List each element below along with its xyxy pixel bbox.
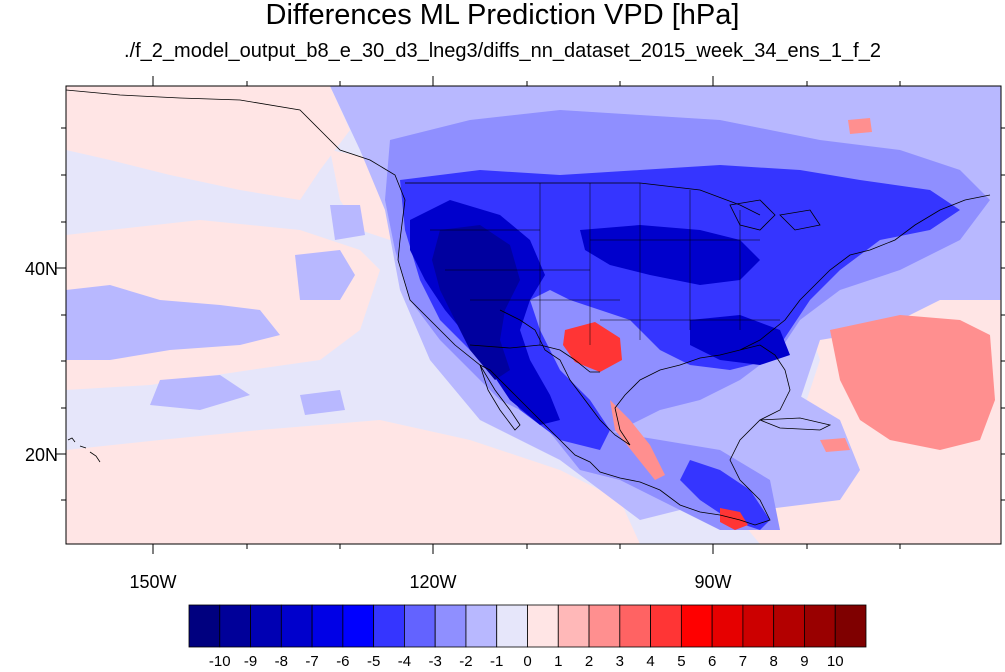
colorbar-swatch [742,604,775,648]
colorbar-label: 0 [523,653,531,670]
red-gulf-caribbean [720,508,748,530]
colorbar-label: 1 [554,653,562,670]
red-texas [563,322,622,372]
colorbar-label: -8 [275,653,288,670]
lightblue-pacific-patch2 [330,205,365,240]
colorbar-swatch [557,604,590,648]
map-field [66,86,1001,544]
colorbar-swatch [250,604,282,648]
colorbar-label: -9 [244,653,257,670]
lightblue-atlantic-far [920,240,1001,300]
lon-label-90w: 90W [694,572,731,592]
lightblue-pacific-patch3 [150,375,250,410]
coastlines-and-borders [66,89,991,526]
great-lakes [729,199,821,231]
colorbar-label: -4 [398,653,411,670]
colorbar-swatch [434,604,467,648]
negative-diff-darkest [432,225,520,380]
map-title: Differences ML Prediction VPD [hPa] [265,0,740,31]
lat-label-20n: 20N [25,445,58,465]
us-mexico-border [469,344,600,373]
colorbar-swatch [465,604,498,648]
colorbar-swatch [311,604,344,648]
colorbar: -10 -9 -8 -7 -6 -5 -4 -3 -2 -1 0 1 2 3 4 5 6 7 8 9 10 [188,604,867,670]
baja-coastline [479,364,521,431]
colorbar-label: 7 [739,653,747,670]
lon-label-150w: 150W [129,572,176,592]
map-subtitle: ./f_2_model_output_b8_e_30_d3_lneg3/diff… [124,40,881,62]
colorbar-swatch [404,604,436,648]
state-lines [430,183,780,345]
colorbar-label: -7 [305,653,318,670]
colorbar-swatch [280,604,313,648]
colorbar-label: 3 [616,653,624,670]
colorbar-label: 6 [708,653,716,670]
blue-central-america [680,460,770,530]
colorbar-swatch [680,604,713,648]
colorbar-label: 9 [800,653,808,670]
salmon-caribbean [820,438,850,452]
colorbar-swatch [219,604,251,648]
colorbar-label: -3 [429,653,442,670]
hawaii [67,437,101,463]
colorbar-label: -10 [209,653,231,670]
deepblue-southeast [690,315,790,365]
colorbar-swatch [496,604,528,648]
north-america-coastline [66,89,991,526]
lightblue-pacific-patch1 [295,250,355,300]
colorbar-swatch [804,604,836,648]
axis-ticks [56,76,1005,554]
colorbar-label: 8 [770,653,778,670]
colorbar-swatch [342,604,375,648]
colorbar-swatch [188,604,221,648]
salmon-pacific-ne [848,118,872,134]
colorbar-swatch [527,604,559,648]
colorbar-label: -6 [336,653,349,670]
colorbar-label: 5 [677,653,685,670]
colorbar-swatch [773,604,805,648]
colorbar-swatch [373,604,405,648]
lat-label-40n: 40N [25,259,58,279]
colorbar-label: 10 [827,653,844,670]
positive-diff-moderate [610,118,995,480]
colorbar-swatch [650,604,682,648]
colorbar-label: -2 [459,653,472,670]
salmon-mexico-coast [610,400,665,480]
pink-pacific-south [66,420,640,544]
colorbar-swatch [711,604,744,648]
lightblue-pacific-west [66,285,280,360]
colorbar-label: -1 [490,653,503,670]
lon-label-120w: 120W [409,572,456,592]
colorbar-swatch [834,604,867,648]
lightblue-pacific-patch4 [300,390,345,415]
colorbar-label: -5 [367,653,380,670]
pink-pacific-north [66,86,350,200]
cuba [759,417,832,431]
colorbar-label: 2 [585,653,593,670]
colorbar-swatch [619,604,651,648]
salmon-atlantic [830,315,995,450]
colorbar-swatch [588,604,621,648]
darkest-southwest [432,225,520,380]
colorbar-label: 4 [646,653,654,670]
